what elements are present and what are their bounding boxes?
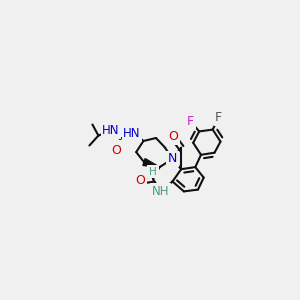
Text: H: H bbox=[149, 167, 157, 177]
Polygon shape bbox=[130, 130, 143, 141]
Text: O: O bbox=[112, 143, 121, 157]
Text: F: F bbox=[187, 115, 194, 128]
Text: N: N bbox=[168, 152, 177, 166]
Text: O: O bbox=[112, 143, 121, 157]
Text: HN: HN bbox=[123, 127, 141, 140]
Text: O: O bbox=[136, 174, 145, 188]
Text: H: H bbox=[149, 167, 157, 177]
Text: HN: HN bbox=[102, 124, 120, 137]
Text: F: F bbox=[215, 111, 222, 124]
Text: NH: NH bbox=[152, 185, 169, 198]
Text: O: O bbox=[168, 130, 178, 143]
Polygon shape bbox=[143, 159, 160, 167]
